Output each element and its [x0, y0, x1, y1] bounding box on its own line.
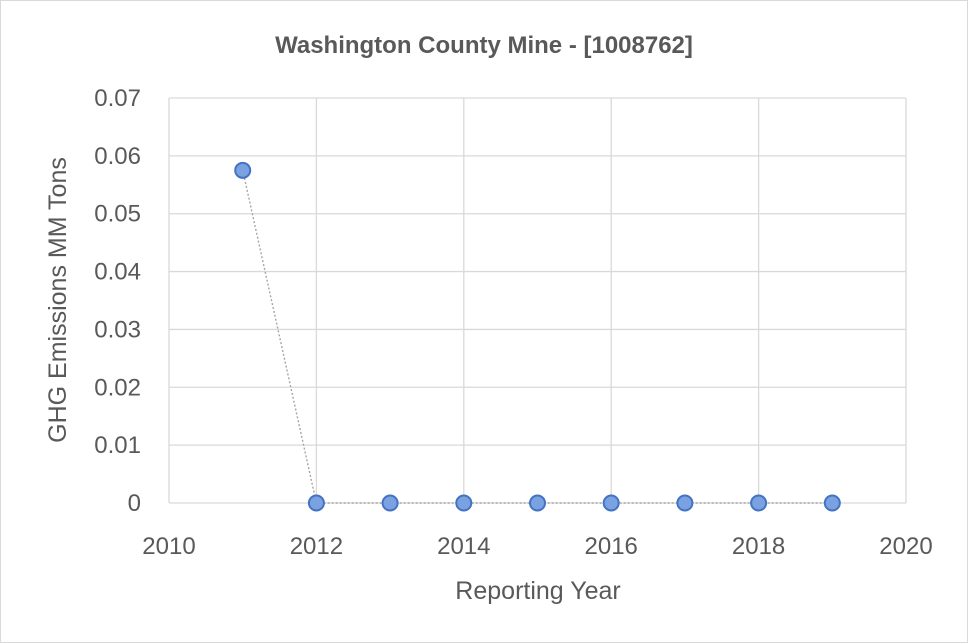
- y-tick-label: 0.01: [94, 432, 141, 459]
- grid-layer: [168, 97, 907, 504]
- y-tick-label: 0.04: [94, 259, 141, 286]
- chart-title: Washington County Mine - [1008762]: [275, 32, 693, 59]
- y-tick-label: 0.02: [94, 374, 141, 401]
- series-line: [242, 170, 833, 504]
- x-tick-label: 2012: [290, 533, 343, 560]
- x-tick-label: 2018: [732, 533, 785, 560]
- x-axis-label: Reporting Year: [455, 577, 620, 605]
- data-point: [676, 494, 694, 512]
- data-point: [381, 494, 399, 512]
- x-tick-label: 2010: [142, 533, 195, 560]
- data-point: [307, 494, 325, 512]
- data-point: [455, 494, 473, 512]
- data-point: [234, 161, 252, 179]
- y-tick-label: 0.03: [94, 316, 141, 343]
- y-tick-label: 0.07: [94, 85, 141, 112]
- y-tick-label: 0.06: [94, 143, 141, 170]
- y-tick-label: 0.05: [94, 201, 141, 228]
- series-layer: [234, 161, 841, 512]
- x-tick-label: 2014: [437, 533, 490, 560]
- y-axis-label: GHG Emissions MM Tons: [44, 157, 72, 443]
- x-axis-ticks: 2010 2012 2014 2016 2018 2020: [142, 533, 932, 560]
- data-point: [602, 494, 620, 512]
- y-tick-label: 0: [128, 490, 141, 517]
- x-tick-label: 2016: [585, 533, 638, 560]
- y-axis-ticks: 0 0.01 0.02 0.03 0.04 0.05 0.06 0.07: [94, 85, 141, 517]
- data-point: [529, 494, 546, 512]
- data-point: [823, 494, 841, 512]
- data-point: [750, 494, 768, 512]
- x-tick-label: 2020: [879, 533, 932, 560]
